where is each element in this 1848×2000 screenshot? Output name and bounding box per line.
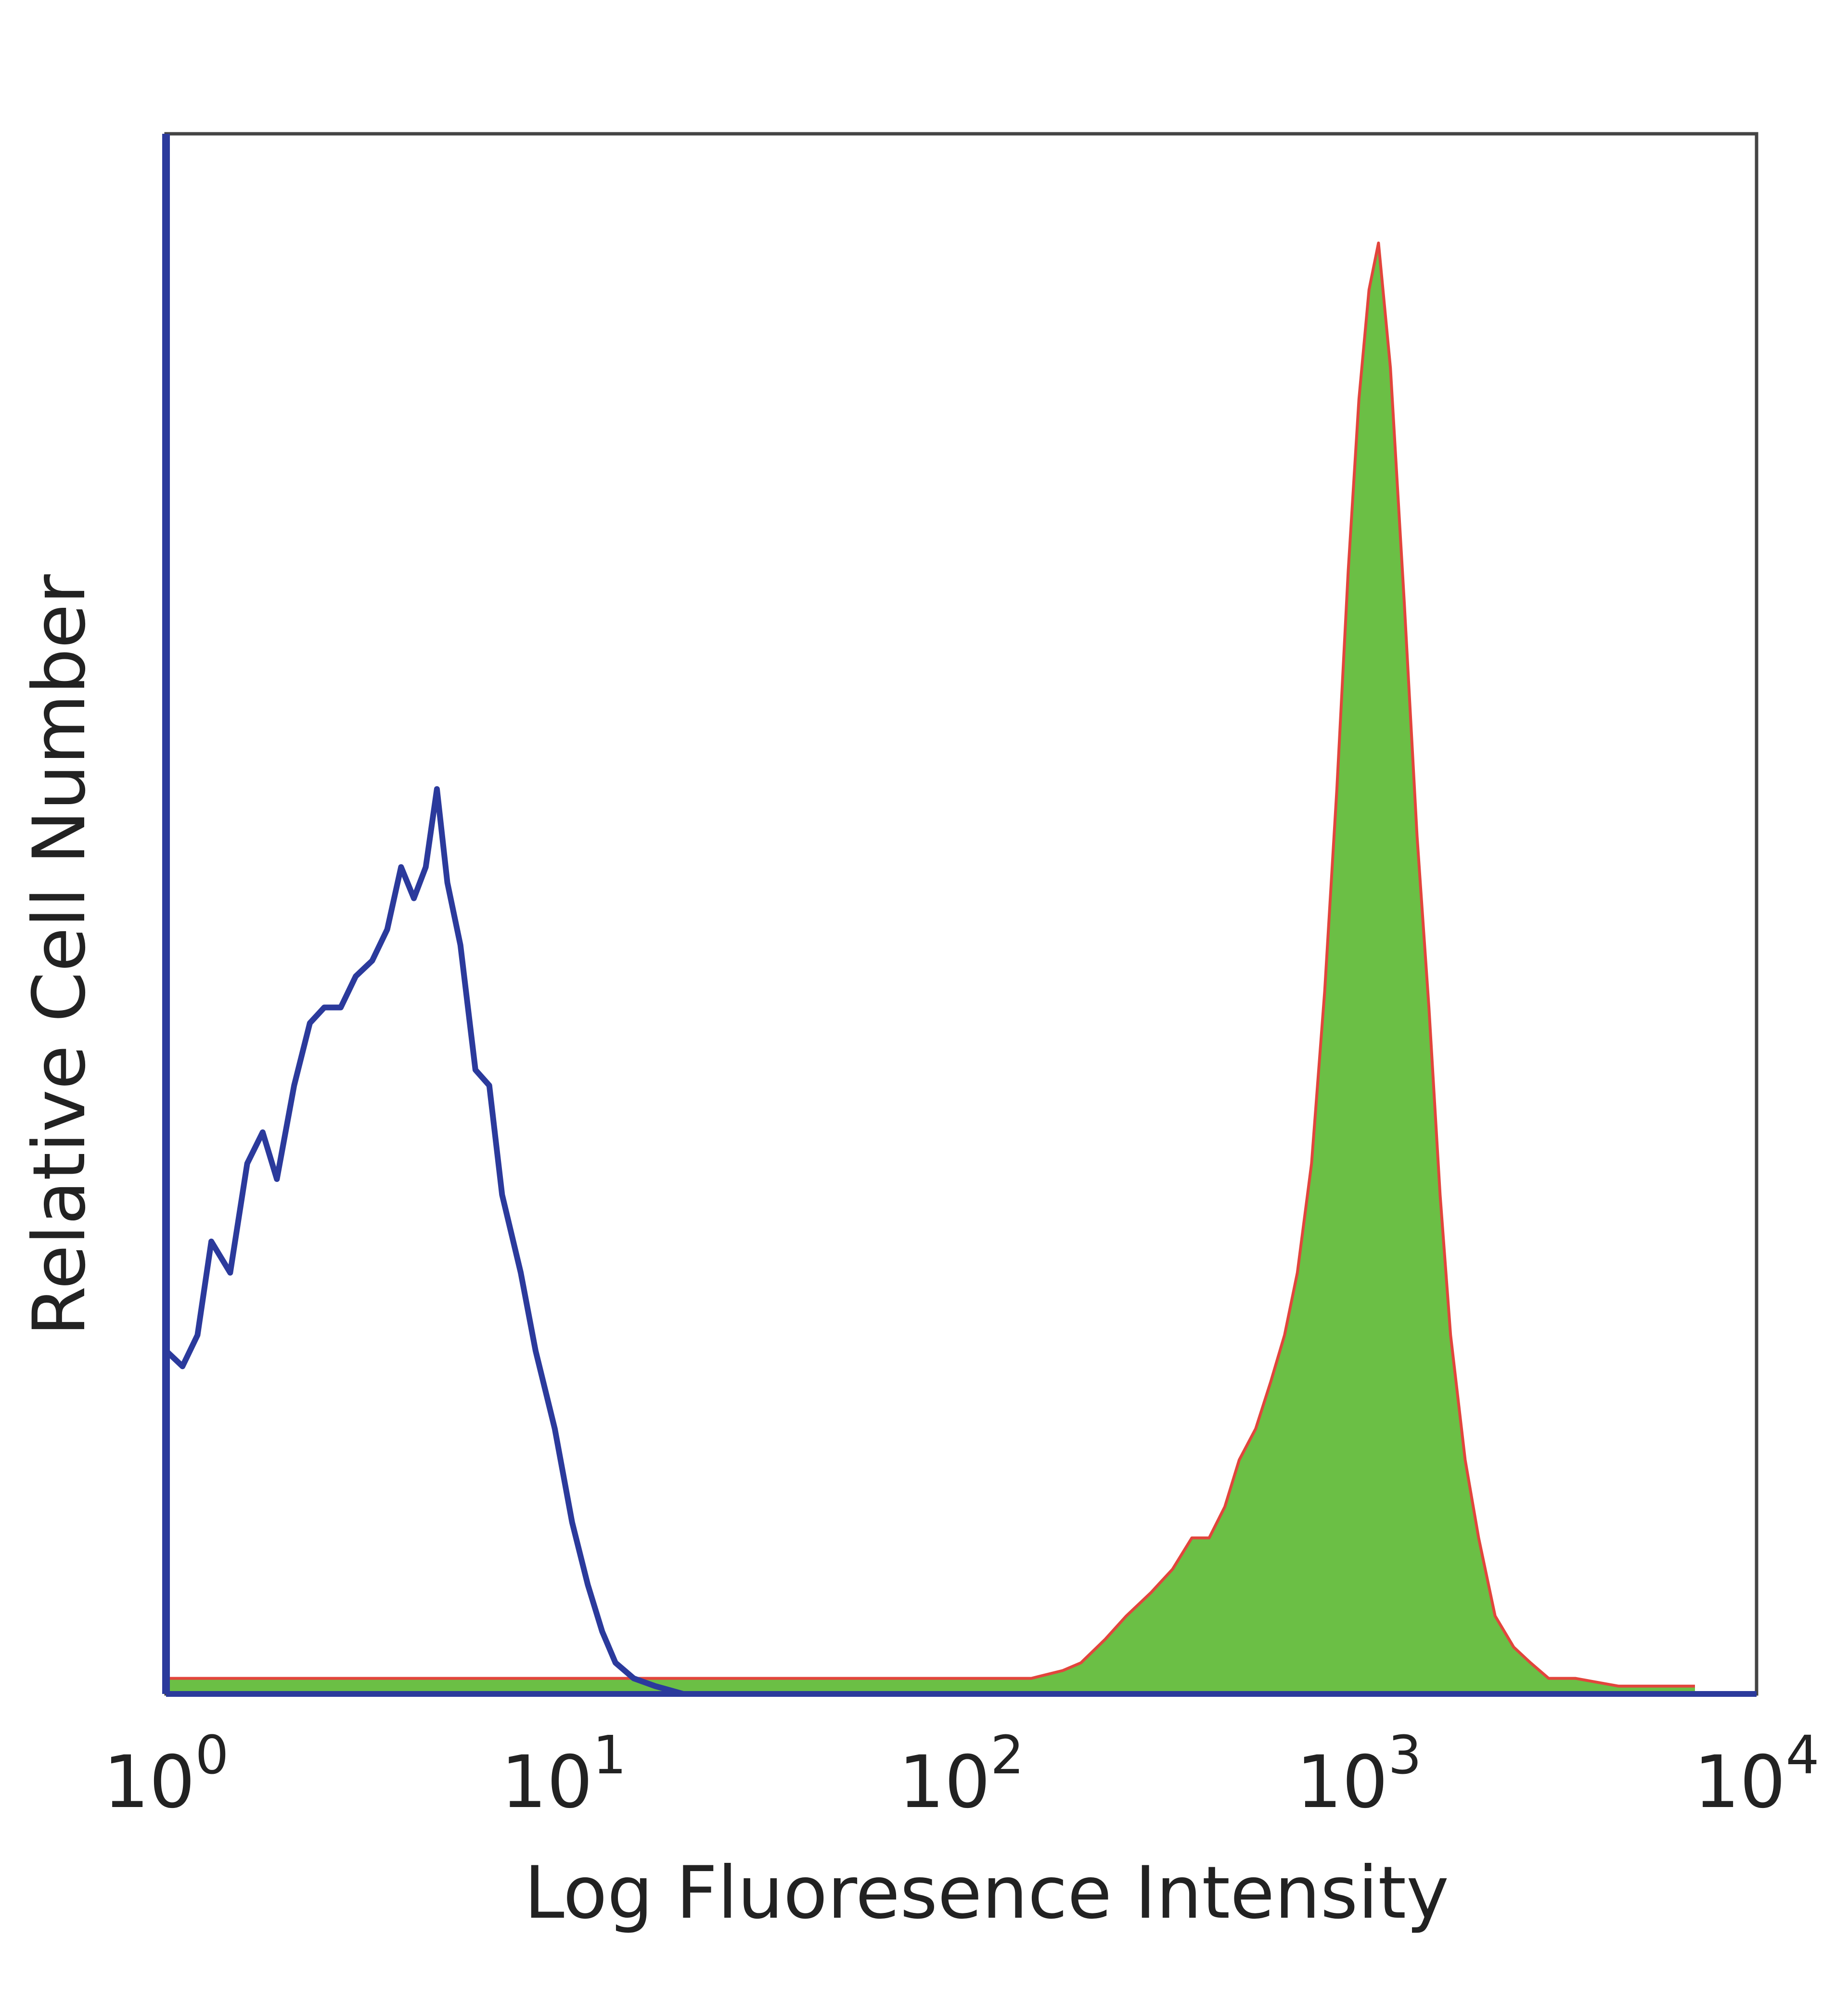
x-tick-label: 102 — [898, 1724, 1024, 1824]
x-tick-label: 101 — [501, 1724, 627, 1824]
outline-histogram-line — [164, 786, 722, 1697]
x-tick-base: 10 — [898, 1741, 990, 1824]
x-tick-base: 10 — [103, 1741, 195, 1824]
x-tick-exponent: 2 — [990, 1724, 1024, 1786]
x-tick-exponent: 1 — [593, 1724, 627, 1786]
filled-histogram-area — [166, 243, 1695, 1694]
x-axis-title: Log Fluoresence Intensity — [524, 1851, 1449, 1935]
plot-frame — [164, 132, 1758, 1696]
x-tick-base: 10 — [1694, 1741, 1786, 1824]
x-tick-exponent: 3 — [1388, 1724, 1422, 1786]
x-tick-label: 103 — [1296, 1724, 1422, 1824]
y-axis-title: Relative Cell Number — [18, 574, 102, 1336]
x-tick-exponent: 4 — [1785, 1724, 1819, 1786]
x-tick-base: 10 — [1296, 1741, 1388, 1824]
filled-histogram-edge — [166, 241, 1695, 1688]
x-tick-label: 104 — [1694, 1724, 1820, 1824]
x-tick-label: 100 — [103, 1724, 229, 1824]
x-tick-base: 10 — [501, 1741, 593, 1824]
x-tick-exponent: 0 — [195, 1724, 229, 1786]
series-layer — [164, 241, 1695, 1697]
x-tick-labels: 100 101 102 103 104 — [103, 1724, 1820, 1824]
